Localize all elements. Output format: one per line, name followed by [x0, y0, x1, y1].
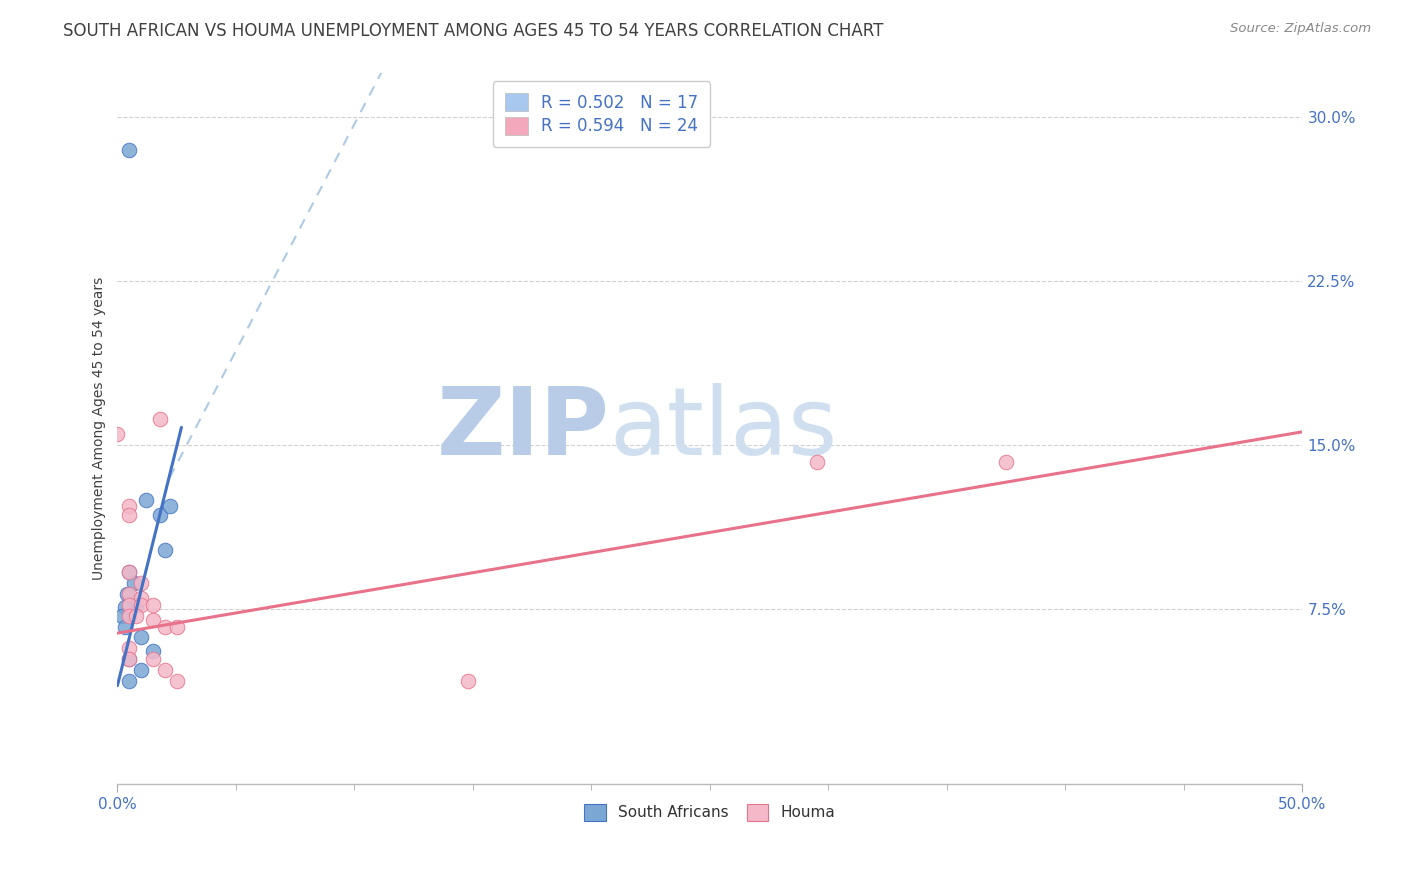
Point: [153, 663, 176, 677]
Point: [118, 652, 141, 666]
Point: [118, 598, 141, 612]
Point: [118, 652, 141, 666]
Legend: South Africans, Houma: South Africans, Houma: [575, 795, 845, 830]
Point: [129, 575, 152, 590]
Point: [129, 663, 152, 677]
Point: [118, 565, 141, 579]
Point: [125, 598, 148, 612]
Point: [115, 587, 138, 601]
Point: [118, 499, 141, 513]
Point: [149, 508, 172, 522]
Point: [142, 613, 165, 627]
Text: Source: ZipAtlas.com: Source: ZipAtlas.com: [1230, 22, 1371, 36]
Point: [149, 411, 172, 425]
Point: [118, 508, 141, 522]
Point: [129, 598, 152, 612]
Point: [135, 492, 157, 507]
Point: [118, 143, 141, 157]
Point: [107, 427, 129, 442]
Point: [118, 608, 141, 623]
Point: [129, 631, 152, 645]
Point: [114, 599, 136, 614]
Point: [118, 641, 141, 656]
Text: ZIP: ZIP: [436, 383, 609, 475]
Point: [129, 591, 152, 606]
Y-axis label: Unemployment Among Ages 45 to 54 years: Unemployment Among Ages 45 to 54 years: [93, 277, 107, 580]
Point: [166, 619, 188, 633]
Point: [166, 674, 188, 689]
Point: [114, 619, 136, 633]
Point: [995, 455, 1018, 469]
Text: atlas: atlas: [609, 383, 838, 475]
Point: [118, 565, 141, 579]
Point: [111, 608, 134, 623]
Point: [125, 608, 148, 623]
Point: [142, 643, 165, 657]
Point: [153, 543, 176, 558]
Point: [118, 587, 141, 601]
Text: SOUTH AFRICAN VS HOUMA UNEMPLOYMENT AMONG AGES 45 TO 54 YEARS CORRELATION CHART: SOUTH AFRICAN VS HOUMA UNEMPLOYMENT AMON…: [63, 22, 883, 40]
Point: [806, 455, 828, 469]
Point: [457, 674, 479, 689]
Point: [153, 619, 176, 633]
Point: [122, 575, 145, 590]
Point: [142, 652, 165, 666]
Point: [118, 674, 141, 689]
Point: [142, 598, 165, 612]
Point: [159, 499, 181, 513]
